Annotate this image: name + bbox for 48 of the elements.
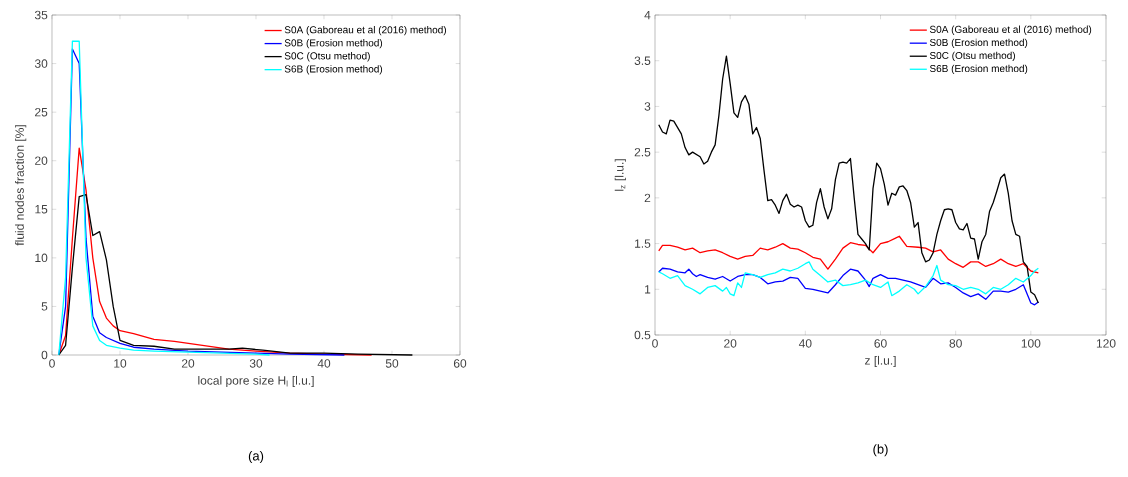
y-tick-label: 3	[644, 102, 651, 111]
legend-label: S0A (Gaboreau et al (2016) method)	[929, 25, 1092, 35]
y-tick-label: 5	[41, 302, 48, 311]
legend-label: S6B (Erosion method)	[929, 64, 1028, 75]
line-series	[658, 267, 1040, 306]
y-tick-label: 25	[35, 107, 48, 117]
y-axis-title: l$_{z}$ [l.u.]	[614, 159, 626, 191]
y-axis-title: fluid nodes fraction [%]	[15, 125, 27, 246]
x-tick-label: 30	[249, 359, 263, 368]
line-series	[658, 235, 1040, 274]
y-tick-label: 0	[41, 350, 48, 360]
x-tick-label: 10	[114, 359, 127, 368]
y-tick-label: 35	[34, 10, 48, 20]
x-tick-label: 0	[652, 339, 658, 348]
x-tick-label: 120	[1096, 339, 1116, 348]
y-tick-label: 1	[645, 285, 651, 294]
y-tick-label: 1.5	[635, 239, 651, 248]
x-tick-label: 0	[49, 359, 55, 368]
y-tick-label: 2.5	[634, 147, 651, 157]
line-series	[658, 261, 1040, 297]
legend-label: S0C (Otsu method)	[929, 51, 1015, 62]
text: (b)	[873, 444, 888, 457]
y-tick-label: 0.5	[634, 330, 651, 340]
legend-label: S0A (Gaboreau et al (2016) method)	[284, 26, 446, 36]
y-tick-label: 4	[644, 10, 651, 20]
x-tick-label: 40	[317, 359, 331, 368]
x-tick-label: 60	[453, 359, 467, 368]
x-tick-label: 80	[949, 339, 962, 348]
y-tick-label: 10	[35, 253, 48, 263]
y-tick-label: 20	[35, 156, 48, 165]
x-tick-label: 20	[181, 359, 195, 368]
y-tick-label: 2	[644, 193, 651, 203]
line-series	[58, 40, 271, 356]
legend-label: S0B (Erosion method)	[284, 39, 383, 49]
legend-label: S6B (Erosion method)	[284, 65, 383, 75]
x-tick-label: 50	[385, 359, 399, 368]
legend-label: S0C (Otsu method)	[284, 52, 370, 62]
legend-label: S0B (Erosion method)	[929, 38, 1028, 48]
x-axis-title: local pore size H$_{l}$ [l.u.]	[198, 375, 314, 388]
x-tick-label: 60	[874, 339, 887, 348]
x-tick-label: 40	[798, 339, 812, 348]
x-tick-label: 100	[1021, 339, 1041, 348]
y-tick-label: 3.5	[634, 56, 651, 65]
x-tick-label: 20	[724, 339, 737, 348]
text: (a)	[248, 450, 264, 464]
x-axis-title: z [l.u.]	[864, 355, 896, 368]
y-tick-label: 30	[34, 59, 48, 68]
y-tick-label: 15	[35, 205, 48, 214]
